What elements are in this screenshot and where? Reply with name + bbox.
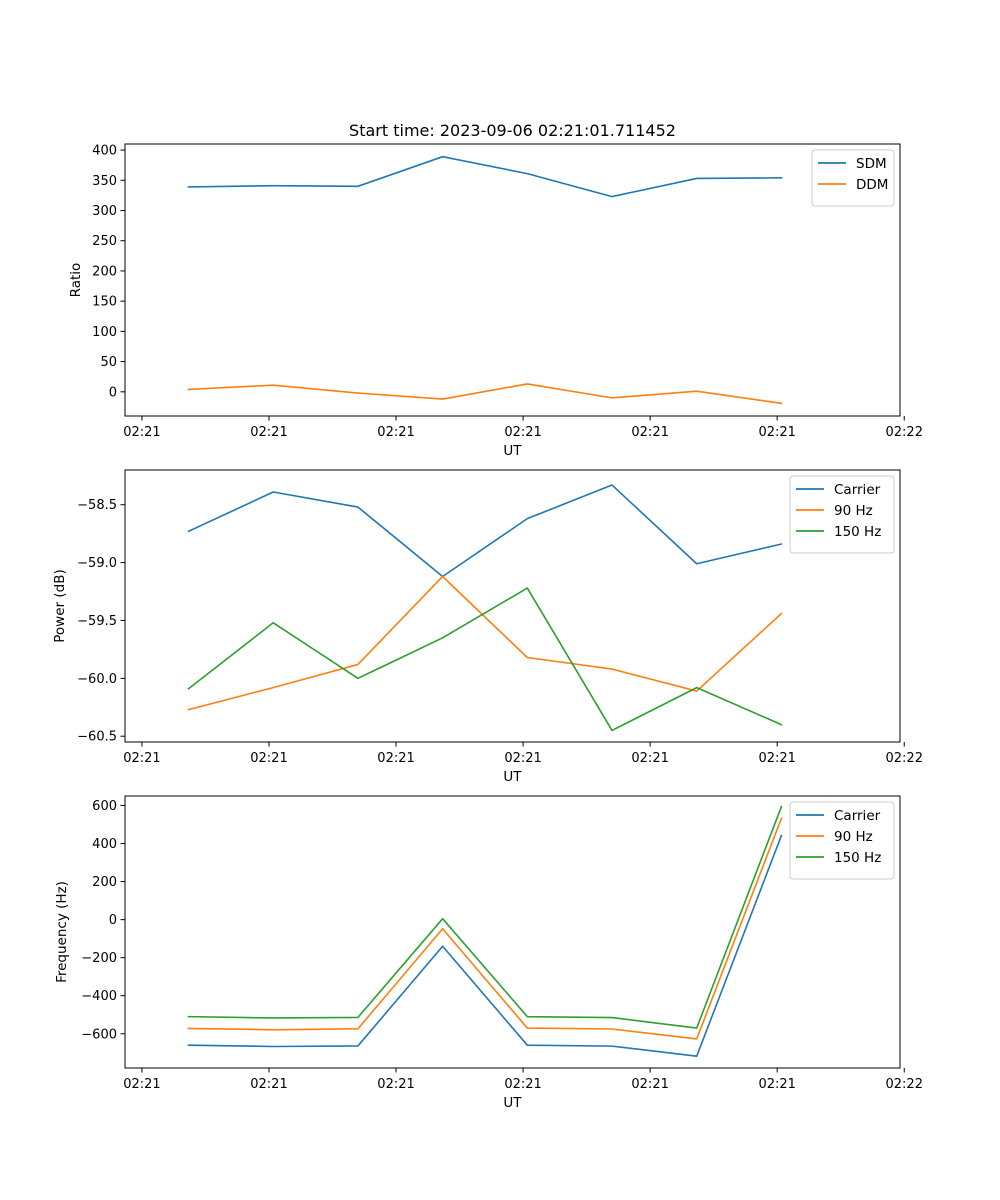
ratio-series-sdm [187, 155, 783, 198]
frequency-xtick-label: 02:21 [250, 1077, 287, 1092]
ratio-xtick-label: 02:22 [886, 425, 923, 440]
ratio-ytick-label: 350 [92, 174, 117, 189]
power-ytick-label: −59.5 [77, 614, 117, 629]
ratio-xtick-label: 02:21 [250, 425, 287, 440]
power-series-90-hz [187, 575, 783, 711]
ratio-xtick-label: 02:21 [758, 425, 795, 440]
ratio-series-ddm [187, 383, 783, 405]
power-ytick-label: −58.5 [77, 498, 117, 513]
frequency-xtick-label: 02:21 [504, 1077, 541, 1092]
frequency-legend-label-90-hz: 90 Hz [834, 829, 873, 845]
ratio-legend-label-sdm: SDM [856, 156, 887, 172]
frequency-legend: Carrier 90 Hz 150 Hz [789, 801, 895, 880]
ratio-xaxis-label: UT [503, 443, 522, 459]
frequency-xtick-label: 02:21 [758, 1077, 795, 1092]
frequency-xtick-label: 02:21 [377, 1077, 414, 1092]
power-xtick-label: 02:21 [631, 751, 668, 766]
ratio-ytick-label: 400 [92, 144, 117, 159]
frequency-legend-label-carrier: Carrier [834, 808, 881, 824]
power-xtick-label: 02:21 [504, 751, 541, 766]
frequency-panel: 02:21 02:21 02:21 02:21 02:21 02:21 02:22 −600 −… [54, 795, 923, 1111]
frequency-series-carrier [187, 834, 783, 1058]
power-series-carrier [187, 484, 783, 578]
power-ytick-label: −60.0 [77, 672, 117, 687]
ratio-ytick-label: 50 [100, 355, 117, 370]
ratio-xtick-label: 02:21 [631, 425, 668, 440]
frequency-xtick-label: 02:21 [631, 1077, 668, 1092]
ratio-yaxis-label: Ratio [68, 263, 84, 298]
power-xtick-label: 02:21 [123, 751, 160, 766]
power-xaxis-label: UT [503, 769, 522, 785]
ratio-xtick-label: 02:21 [504, 425, 541, 440]
power-legend: Carrier 90 Hz 150 Hz [789, 475, 895, 554]
frequency-legend-label-150-hz: 150 Hz [834, 850, 881, 866]
ratio-legend-label-ddm: DDM [856, 177, 888, 193]
frequency-ytick-label: −400 [81, 989, 117, 1004]
power-axes-frame [124, 469, 901, 743]
frequency-legend-box [789, 801, 895, 880]
ratio-ytick-label: 150 [92, 295, 117, 310]
power-xtick-label: 02:21 [250, 751, 287, 766]
frequency-ytick-label: 400 [92, 837, 117, 852]
frequency-yaxis-label: Frequency (Hz) [54, 881, 70, 983]
ratio-xtick-label: 02:21 [123, 425, 160, 440]
power-series-150-hz [187, 587, 783, 732]
ratio-ytick-label: 250 [92, 234, 117, 249]
ratio-axes-frame [124, 143, 901, 417]
ratio-panel: 02:21 02:21 02:21 02:21 02:21 02:21 02:22 0 50 10… [68, 143, 923, 459]
figure-title: Start time: 2023-09-06 02:21:01.711452 [349, 121, 676, 140]
frequency-ytick-label: 0 [109, 913, 117, 928]
frequency-series-90-hz [187, 817, 783, 1040]
frequency-xtick-label: 02:22 [886, 1077, 923, 1092]
power-legend-box [789, 475, 895, 554]
power-panel: 02:21 02:21 02:21 02:21 02:21 02:21 02:22 −60.5… [52, 469, 923, 785]
power-xtick-label: 02:21 [377, 751, 414, 766]
ratio-ytick-label: 200 [92, 264, 117, 279]
frequency-series-150-hz [187, 805, 783, 1029]
frequency-ytick-label: −600 [81, 1027, 117, 1042]
frequency-ytick-label: 200 [92, 875, 117, 890]
ratio-legend: SDM DDM [811, 149, 895, 207]
power-legend-label-90-hz: 90 Hz [834, 503, 873, 519]
power-legend-label-carrier: Carrier [834, 482, 881, 498]
ratio-ytick-label: 300 [92, 204, 117, 219]
frequency-axes-frame [124, 795, 901, 1069]
power-ytick-label: −59.0 [77, 556, 117, 571]
power-yaxis-label: Power (dB) [52, 569, 68, 642]
frequency-ytick-label: 600 [92, 799, 117, 814]
power-xtick-label: 02:22 [886, 751, 923, 766]
frequency-xtick-label: 02:21 [123, 1077, 160, 1092]
power-legend-label-150-hz: 150 Hz [834, 524, 881, 540]
ratio-ytick-label: 0 [109, 385, 117, 400]
power-xtick-label: 02:21 [758, 751, 795, 766]
frequency-ytick-label: −200 [81, 951, 117, 966]
ratio-ytick-label: 100 [92, 325, 117, 340]
ratio-xtick-label: 02:21 [377, 425, 414, 440]
power-ytick-label: −60.5 [77, 730, 117, 745]
ratio-legend-box [811, 149, 895, 207]
frequency-xaxis-label: UT [503, 1095, 522, 1111]
